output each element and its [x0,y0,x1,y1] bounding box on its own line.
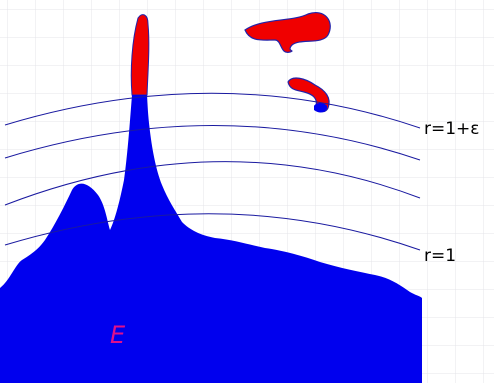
label-set: E [110,321,126,349]
diagram: r=1+ε r=1 E [0,0,494,383]
label-outer: r=1+ε [424,119,479,139]
label-inner: r=1 [424,246,456,266]
